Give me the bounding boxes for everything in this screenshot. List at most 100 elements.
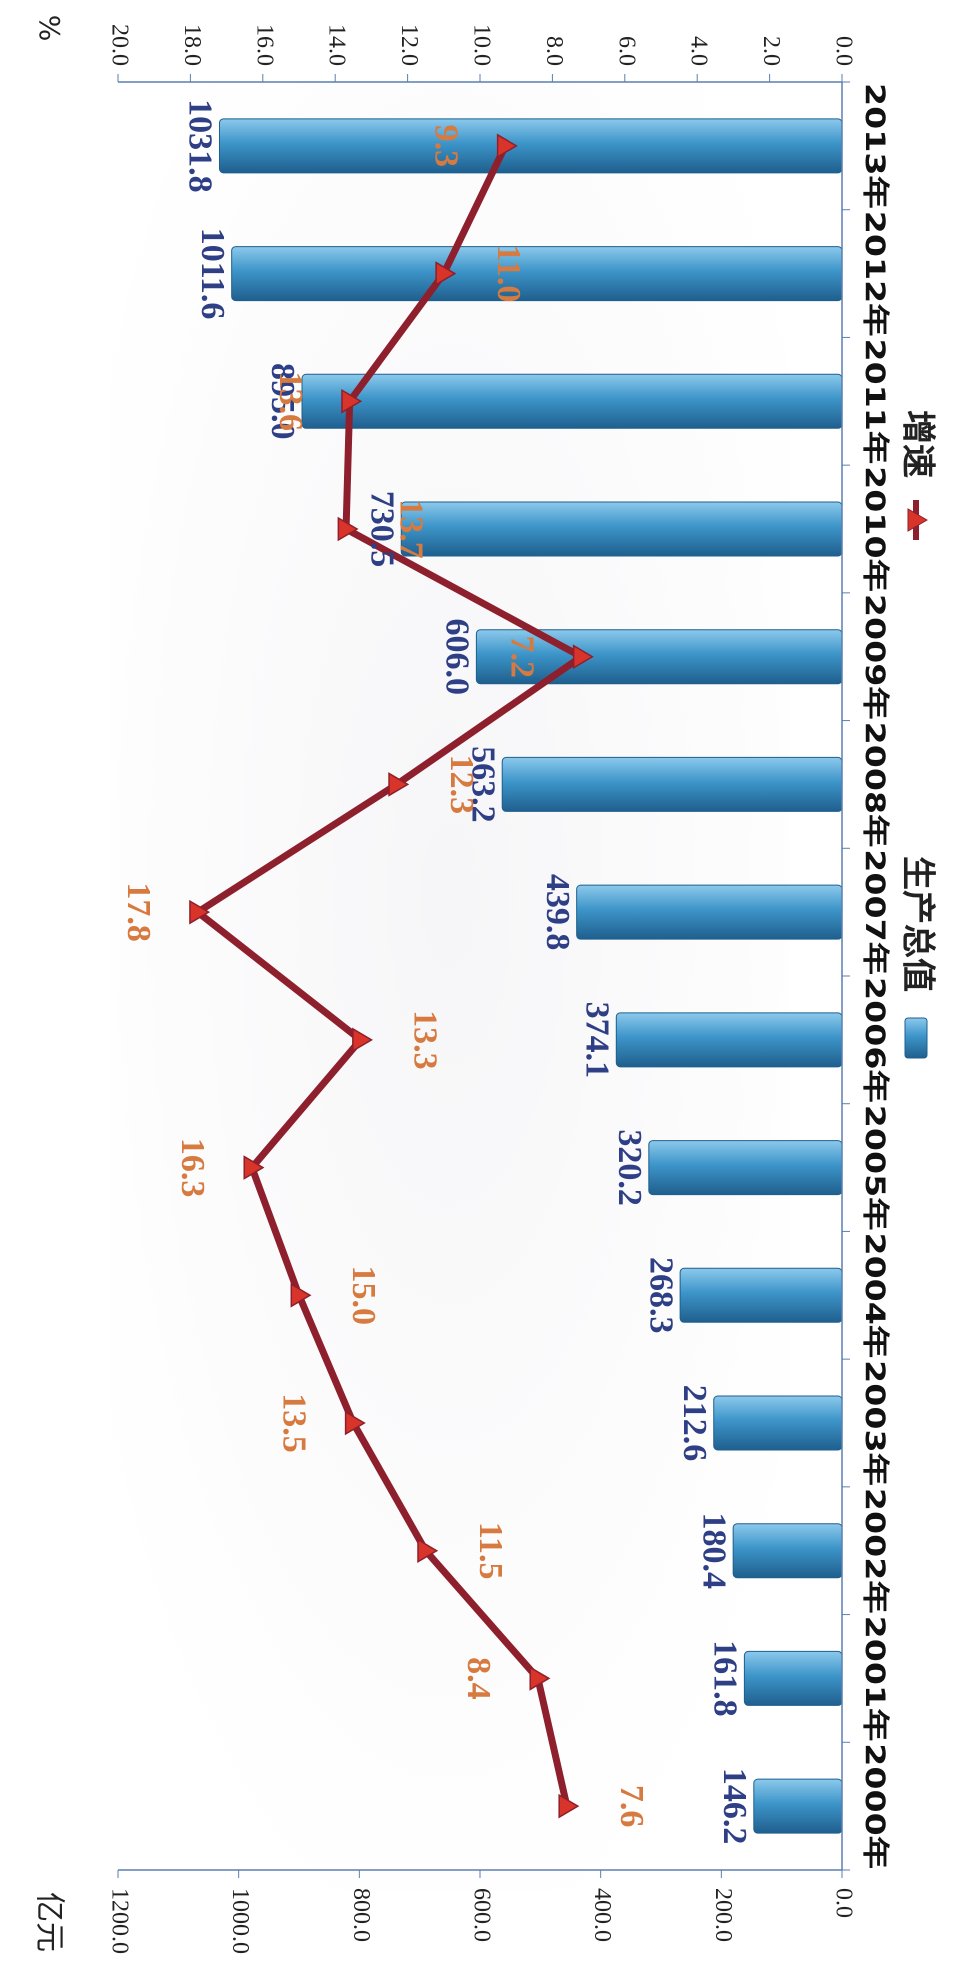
bar-11 bbox=[400, 501, 843, 557]
bars bbox=[218, 118, 843, 1834]
category-label-6: 2005年 bbox=[859, 1105, 891, 1231]
growth-marker-14 bbox=[496, 133, 518, 159]
bar-7 bbox=[615, 1012, 843, 1068]
bar-value-label-11: 730.5 bbox=[363, 491, 400, 568]
growth-value-label-5: 15.0 bbox=[345, 1266, 382, 1326]
legend-label-line: 增速 bbox=[898, 410, 938, 478]
bar-value-label-10: 606.0 bbox=[439, 618, 476, 695]
bar-4 bbox=[713, 1395, 843, 1451]
bar-13 bbox=[231, 246, 843, 302]
legend-swatch-bars bbox=[904, 1017, 928, 1059]
growth-value-label-4: 13.5 bbox=[276, 1393, 313, 1453]
growth-marker-4 bbox=[344, 1410, 366, 1436]
category-label-1: 2000年 bbox=[859, 1743, 891, 1869]
growth-value-label-7: 13.3 bbox=[407, 1010, 444, 1070]
growth-value-label-2: 8.4 bbox=[460, 1657, 497, 1700]
bar-value-label-8: 439.8 bbox=[539, 874, 576, 951]
category-label-3: 2002年 bbox=[859, 1488, 891, 1614]
axes: 2000年2001年2002年2003年2004年2005年2006年2007年… bbox=[32, 15, 892, 1954]
growth-line-path bbox=[194, 142, 585, 1810]
left-axis-tick-label-2: 200.0 bbox=[710, 1888, 736, 1942]
bar-12 bbox=[301, 373, 843, 429]
bar-value-label-1: 146.2 bbox=[716, 1768, 753, 1845]
growth-marker-8 bbox=[189, 899, 211, 925]
growth-value-label-10: 7.2 bbox=[504, 635, 541, 678]
right-axis-tick-label-6: 10.0 bbox=[468, 24, 494, 66]
bar-value-label-9: 563.2 bbox=[464, 746, 501, 823]
plot-background bbox=[110, 80, 790, 1890]
bar-1 bbox=[753, 1778, 843, 1834]
bar-8 bbox=[576, 884, 843, 940]
growth-marker-6 bbox=[243, 1155, 265, 1180]
growth-value-label-9: 12.3 bbox=[443, 755, 480, 815]
left-axis-tick-label-6: 1000.0 bbox=[227, 1888, 253, 1954]
bar-value-label-13: 1011.6 bbox=[194, 228, 231, 320]
growth-line bbox=[189, 133, 594, 1819]
growth-marker-11 bbox=[337, 516, 359, 542]
right-axis-tick-label-2: 2.0 bbox=[758, 36, 784, 66]
bar-9 bbox=[501, 756, 843, 812]
right-axis-tick-label-8: 14.0 bbox=[324, 24, 350, 66]
left-axis-tick-label-5: 800.0 bbox=[348, 1888, 374, 1942]
right-axis-tick-label-11: 20.0 bbox=[106, 24, 132, 66]
growth-value-label-11: 13.7 bbox=[392, 499, 429, 559]
bar-value-label-2: 161.8 bbox=[707, 1640, 744, 1717]
growth-value-label-8: 17.8 bbox=[120, 882, 157, 942]
growth-value-label-14: 9.3 bbox=[428, 125, 465, 168]
category-label-12: 2011年 bbox=[859, 338, 891, 464]
left-axis-tick-label-4: 600.0 bbox=[468, 1888, 494, 1942]
bar-value-label-5: 268.3 bbox=[642, 1257, 679, 1334]
right-axis-tick-label-1: 0.0 bbox=[830, 36, 856, 66]
bar-value-label-12: 895.0 bbox=[264, 363, 301, 440]
category-label-2: 2001年 bbox=[859, 1616, 891, 1742]
growth-marker-9 bbox=[388, 772, 410, 797]
bar-14 bbox=[218, 118, 843, 174]
bar-value-label-4: 212.6 bbox=[676, 1385, 713, 1462]
growth-value-label-12: 13.6 bbox=[272, 372, 309, 432]
bar-value-label-14: 1031.8 bbox=[182, 99, 219, 193]
right-axis-tick-label-4: 6.0 bbox=[613, 36, 639, 66]
category-label-10: 2009年 bbox=[859, 594, 891, 720]
growth-marker-5 bbox=[290, 1282, 312, 1308]
left-axis-unit: 亿元 bbox=[32, 1892, 67, 1952]
right-axis-tick-label-7: 12.0 bbox=[396, 24, 422, 66]
growth-marker-13 bbox=[435, 261, 457, 286]
bar-value-label-3: 180.4 bbox=[695, 1512, 732, 1589]
growth-value-label-6: 16.3 bbox=[174, 1138, 211, 1198]
bar-value-label-7: 374.1 bbox=[578, 1002, 615, 1079]
left-axis-tick-label-3: 400.0 bbox=[589, 1888, 615, 1942]
growth-marker-2 bbox=[529, 1666, 551, 1691]
growth-marker-3 bbox=[417, 1538, 439, 1564]
category-label-7: 2006年 bbox=[859, 977, 891, 1103]
growth-marker-1 bbox=[558, 1793, 580, 1819]
category-label-4: 2003年 bbox=[859, 1360, 891, 1486]
bar-6 bbox=[648, 1140, 843, 1196]
growth-marker-10 bbox=[572, 644, 594, 670]
growth-value-label-3: 11.5 bbox=[472, 1522, 509, 1580]
bar-2 bbox=[743, 1650, 843, 1706]
category-label-11: 2010年 bbox=[859, 466, 891, 592]
labels: 146.2 161.8 180.4 212.6 268.3 320.2 374.1 439.8… bbox=[120, 99, 753, 1844]
category-label-5: 2004年 bbox=[859, 1232, 891, 1358]
right-axis-tick-label-9: 16.0 bbox=[251, 24, 277, 66]
legend-label-bars: 生产总值 bbox=[898, 856, 938, 992]
right-axis-tick-label-3: 4.0 bbox=[686, 36, 712, 66]
growth-marker-7 bbox=[352, 1027, 374, 1053]
right-axis-tick-label-5: 8.0 bbox=[541, 36, 567, 66]
growth-value-label-1: 7.6 bbox=[613, 1785, 650, 1828]
growth-value-label-13: 11.0 bbox=[490, 245, 527, 303]
right-axis-tick-label-10: 18.0 bbox=[179, 24, 205, 66]
category-label-9: 2008年 bbox=[859, 722, 891, 848]
category-label-14: 2013年 bbox=[859, 83, 891, 209]
category-label-13: 2012年 bbox=[859, 211, 891, 337]
bar-5 bbox=[679, 1267, 843, 1323]
category-label-8: 2007年 bbox=[859, 849, 891, 975]
left-axis-tick-label-1: 0.0 bbox=[830, 1888, 856, 1918]
right-axis-unit: % bbox=[33, 15, 66, 42]
left-axis-tick-label-7: 1200.0 bbox=[106, 1888, 132, 1954]
bar-value-label-6: 320.2 bbox=[611, 1129, 648, 1206]
bar-3 bbox=[732, 1523, 843, 1579]
legend-swatch-marker bbox=[907, 508, 928, 532]
